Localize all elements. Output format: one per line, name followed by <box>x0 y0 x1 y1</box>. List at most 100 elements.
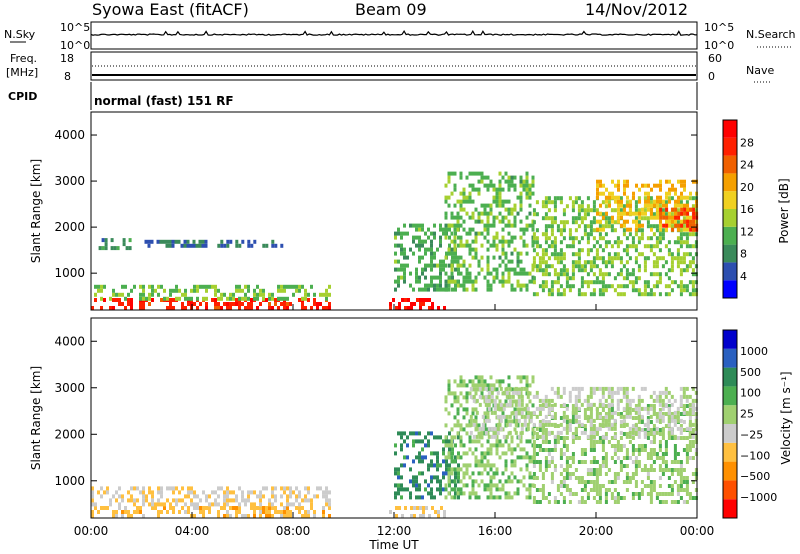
power-cell <box>658 232 662 237</box>
power-cell <box>653 183 656 188</box>
power-cell <box>418 287 421 292</box>
velocity-cell <box>91 498 94 503</box>
velocity-cell <box>498 479 502 484</box>
power-cell <box>677 199 680 204</box>
velocity-cell <box>619 444 623 448</box>
power-cell <box>571 272 575 277</box>
power-cell <box>649 288 653 293</box>
power-cell <box>477 187 481 192</box>
power-cell <box>691 232 695 237</box>
velocity-cell <box>682 404 686 408</box>
velocity-cell <box>676 488 680 492</box>
power-cell <box>453 235 457 240</box>
power-cell <box>562 264 566 269</box>
velocity-cell <box>528 495 532 500</box>
power-cell <box>556 256 560 261</box>
power-cell <box>634 216 638 221</box>
velocity-cell <box>625 448 629 452</box>
power-cell <box>289 284 292 289</box>
velocity-cell <box>525 455 529 460</box>
power-cell <box>525 195 529 200</box>
velocity-cell <box>667 422 671 427</box>
velocity-cell <box>679 460 683 464</box>
power-cell <box>522 187 526 192</box>
velocity-cell <box>450 427 454 432</box>
velocity-cell <box>480 471 484 476</box>
velocity-cell <box>480 375 484 380</box>
power-cell <box>637 240 641 245</box>
velocity-cell <box>142 490 145 495</box>
velocity-cell <box>550 398 554 403</box>
power-cell <box>664 284 668 289</box>
power-cell <box>571 236 575 241</box>
power-cell <box>592 288 596 293</box>
power-cell <box>465 175 469 180</box>
velocity-cell <box>447 471 451 476</box>
velocity-cell <box>568 492 572 496</box>
velocity-cell <box>538 412 542 416</box>
power-cell <box>214 306 217 310</box>
power-cell <box>586 252 590 257</box>
power-cell <box>547 224 551 229</box>
power-cell <box>646 292 650 297</box>
power-cell <box>668 187 671 192</box>
velocity-cell <box>490 434 494 439</box>
velocity-cell <box>283 506 286 510</box>
power-cell <box>683 195 686 200</box>
velocity-cell <box>474 407 478 412</box>
power-cell <box>519 179 523 184</box>
power-cell <box>418 275 421 280</box>
velocity-cell <box>187 506 190 510</box>
velocity-cell <box>106 486 109 491</box>
power-cell <box>480 175 484 180</box>
velocity-cell <box>622 414 626 419</box>
velocity-cell <box>646 418 650 423</box>
power-cell <box>656 215 659 220</box>
power-cell <box>610 264 614 269</box>
velocity-cell <box>430 463 433 468</box>
velocity-cell <box>510 439 514 444</box>
velocity-cell <box>547 402 551 407</box>
colorbar-tick-label: 28 <box>740 136 754 149</box>
power-cell <box>592 200 596 205</box>
power-cell <box>595 256 599 261</box>
power-cell <box>241 296 244 301</box>
power-cell <box>253 292 256 297</box>
velocity-cell <box>157 514 160 518</box>
velocity-cell <box>489 383 493 388</box>
power-cell <box>525 283 529 288</box>
power-cell <box>486 267 490 272</box>
velocity-cell <box>307 510 310 514</box>
power-cell <box>656 195 659 200</box>
velocity-cell <box>492 463 496 468</box>
power-cell <box>673 280 677 285</box>
velocity-cell <box>565 420 569 424</box>
velocity-cell <box>649 404 653 408</box>
velocity-cell <box>565 468 569 472</box>
velocity-cell <box>571 404 575 408</box>
velocity-cell <box>514 402 518 407</box>
colorbar-segment <box>723 262 737 281</box>
power-cell <box>394 267 397 272</box>
velocity-cell <box>550 422 554 427</box>
power-cell <box>623 183 626 188</box>
velocity-cell <box>658 440 662 444</box>
power-cell <box>638 187 641 192</box>
velocity-cell <box>489 479 493 484</box>
velocity-cell <box>553 416 557 420</box>
velocity-cell <box>277 510 280 514</box>
velocity-cell <box>682 436 686 440</box>
velocity-cell <box>244 514 247 518</box>
power-cell <box>409 271 412 276</box>
velocity-cell <box>406 443 409 448</box>
velocity-cell <box>688 440 692 444</box>
velocity-cell <box>271 502 274 507</box>
velocity-cell <box>394 443 397 448</box>
power-cell <box>683 207 687 212</box>
velocity-cell <box>505 394 509 399</box>
velocity-cell <box>526 394 530 399</box>
power-cell <box>617 179 620 184</box>
power-cell <box>174 239 178 244</box>
velocity-cell <box>489 475 493 480</box>
velocity-cell <box>465 483 469 488</box>
